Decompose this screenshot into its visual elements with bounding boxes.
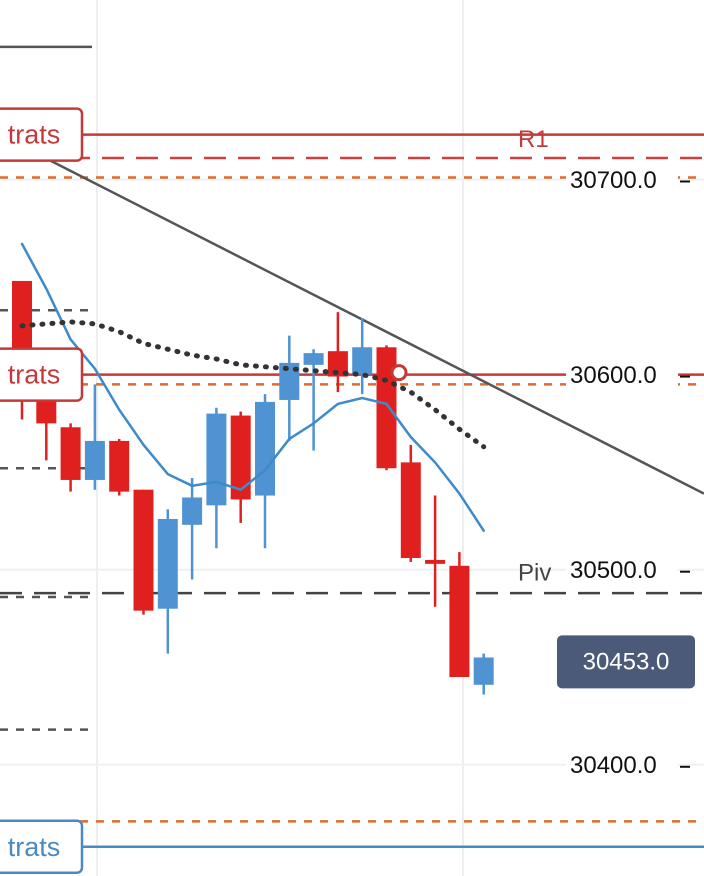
candle-body	[157, 518, 178, 609]
marker	[390, 364, 408, 382]
trendline	[29, 149, 704, 495]
current-price-badge	[557, 635, 695, 689]
level-tag-box	[0, 107, 84, 162]
candle-body	[425, 559, 446, 564]
candle-body	[400, 462, 421, 558]
candle-body	[473, 657, 494, 685]
candle-body	[36, 398, 57, 424]
candle-body	[255, 401, 275, 496]
y-tick-label: 30500.0	[570, 557, 657, 584]
level-label: R1	[518, 126, 549, 153]
candle-body	[206, 413, 227, 506]
candle-body	[109, 440, 130, 492]
candle-body	[327, 351, 348, 377]
candle-body	[376, 347, 397, 469]
candle-body	[449, 565, 470, 677]
y-tick-label: 30400.0	[570, 752, 657, 779]
level-tag-box	[0, 819, 84, 874]
candle-body	[84, 440, 105, 480]
tick-label-bg	[566, 360, 678, 389]
level-tag: trats	[8, 120, 61, 150]
moving-average	[20, 242, 485, 532]
current-price-label: 30453.0	[583, 649, 670, 676]
tick-label-bg	[566, 165, 678, 194]
candle-body	[352, 347, 373, 375]
level-label: Piv	[518, 559, 551, 586]
candle-body	[303, 353, 324, 365]
level-tag: trats	[8, 360, 61, 390]
candle-body	[60, 427, 81, 480]
y-tick-label: 30700.0	[570, 167, 657, 194]
candle-body	[230, 415, 251, 500]
tick-label-bg	[566, 750, 678, 779]
level-tag-box	[0, 347, 84, 402]
candle-body	[133, 489, 154, 611]
y-tick-label: 30600.0	[570, 362, 657, 389]
candle-body	[182, 497, 203, 525]
candle-body	[279, 362, 300, 400]
tick-label-bg	[566, 555, 678, 584]
level-tag: trats	[8, 832, 61, 862]
moving-average	[19, 319, 487, 450]
